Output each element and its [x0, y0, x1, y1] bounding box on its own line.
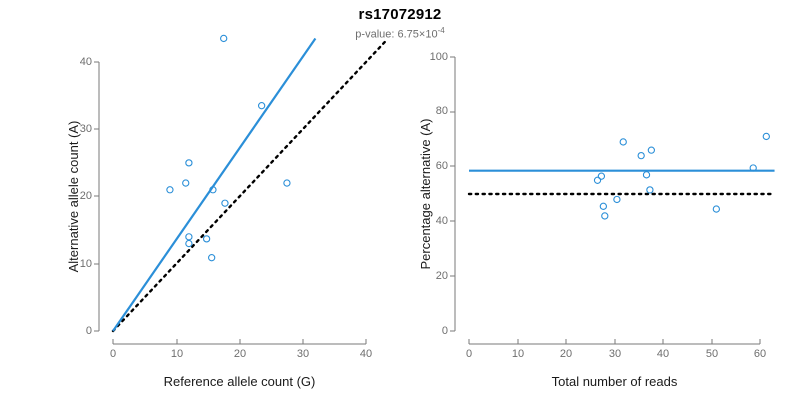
right-ytick-40: 40 — [435, 215, 448, 227]
left-ytick-20: 20 — [79, 190, 92, 202]
data-point — [221, 199, 229, 207]
left-xtick-10: 10 — [170, 348, 184, 360]
right-xtick-30: 30 — [608, 348, 622, 360]
pvalue-subtitle: p-value: 6.75×10-4 — [0, 26, 800, 41]
left-trend-lines — [111, 37, 387, 333]
data-point — [166, 186, 174, 194]
right-ytick-80: 80 — [435, 105, 448, 117]
left-data-points — [166, 34, 291, 262]
left-xtick-30: 30 — [296, 348, 310, 360]
data-point — [599, 202, 607, 210]
data-point — [209, 186, 217, 194]
data-point — [712, 205, 720, 213]
data-point — [762, 132, 770, 141]
data-point — [613, 195, 621, 204]
right-xtick-50: 50 — [705, 348, 719, 360]
data-point — [208, 254, 216, 262]
data-point — [749, 164, 757, 172]
data-point — [619, 138, 627, 146]
right-xtick-40: 40 — [656, 348, 670, 360]
data-point — [646, 186, 654, 194]
left-ytick-0: 0 — [85, 325, 92, 337]
data-point — [257, 102, 266, 110]
pvalue-text: p-value: 6.75×10 — [355, 28, 438, 41]
left-xtick-0: 0 — [109, 348, 117, 360]
left-xtick-40: 40 — [359, 348, 373, 360]
right-xtick-0: 0 — [465, 348, 473, 360]
left-ytick-40: 40 — [79, 56, 92, 68]
right-trend-lines — [467, 169, 776, 196]
right-data-points — [593, 132, 770, 220]
right-ytick-20: 20 — [435, 270, 448, 282]
left-axis-lines — [94, 61, 367, 345]
left-xaxis-title: Reference allele count (G) — [163, 374, 316, 389]
left-ytick-10: 10 — [79, 258, 92, 270]
data-point — [202, 235, 211, 243]
right-xtick-60: 60 — [753, 348, 767, 360]
right-ytick-60: 60 — [435, 160, 448, 172]
data-point — [185, 239, 193, 248]
right-ytick-100: 100 — [429, 51, 448, 63]
data-point — [601, 212, 609, 220]
data-point — [597, 172, 606, 180]
data-point — [637, 151, 645, 160]
right-xtick-10: 10 — [511, 348, 525, 360]
data-point — [642, 171, 651, 179]
data-point — [220, 34, 228, 43]
data-point — [647, 146, 656, 154]
data-point — [185, 233, 193, 241]
page-title: rs17072912 — [358, 6, 442, 23]
right-xtick-20: 20 — [559, 348, 573, 360]
right-axis-lines — [450, 56, 761, 345]
pvalue-exponent: -4 — [437, 26, 445, 35]
right-ytick-0: 0 — [441, 325, 448, 337]
left-xtick-20: 20 — [233, 348, 247, 360]
data-point — [182, 179, 190, 187]
data-point — [185, 159, 193, 167]
left-ytick-30: 30 — [79, 123, 92, 135]
data-point — [283, 179, 291, 187]
data-point — [593, 176, 602, 184]
right-xaxis-title: Total number of reads — [551, 374, 678, 389]
